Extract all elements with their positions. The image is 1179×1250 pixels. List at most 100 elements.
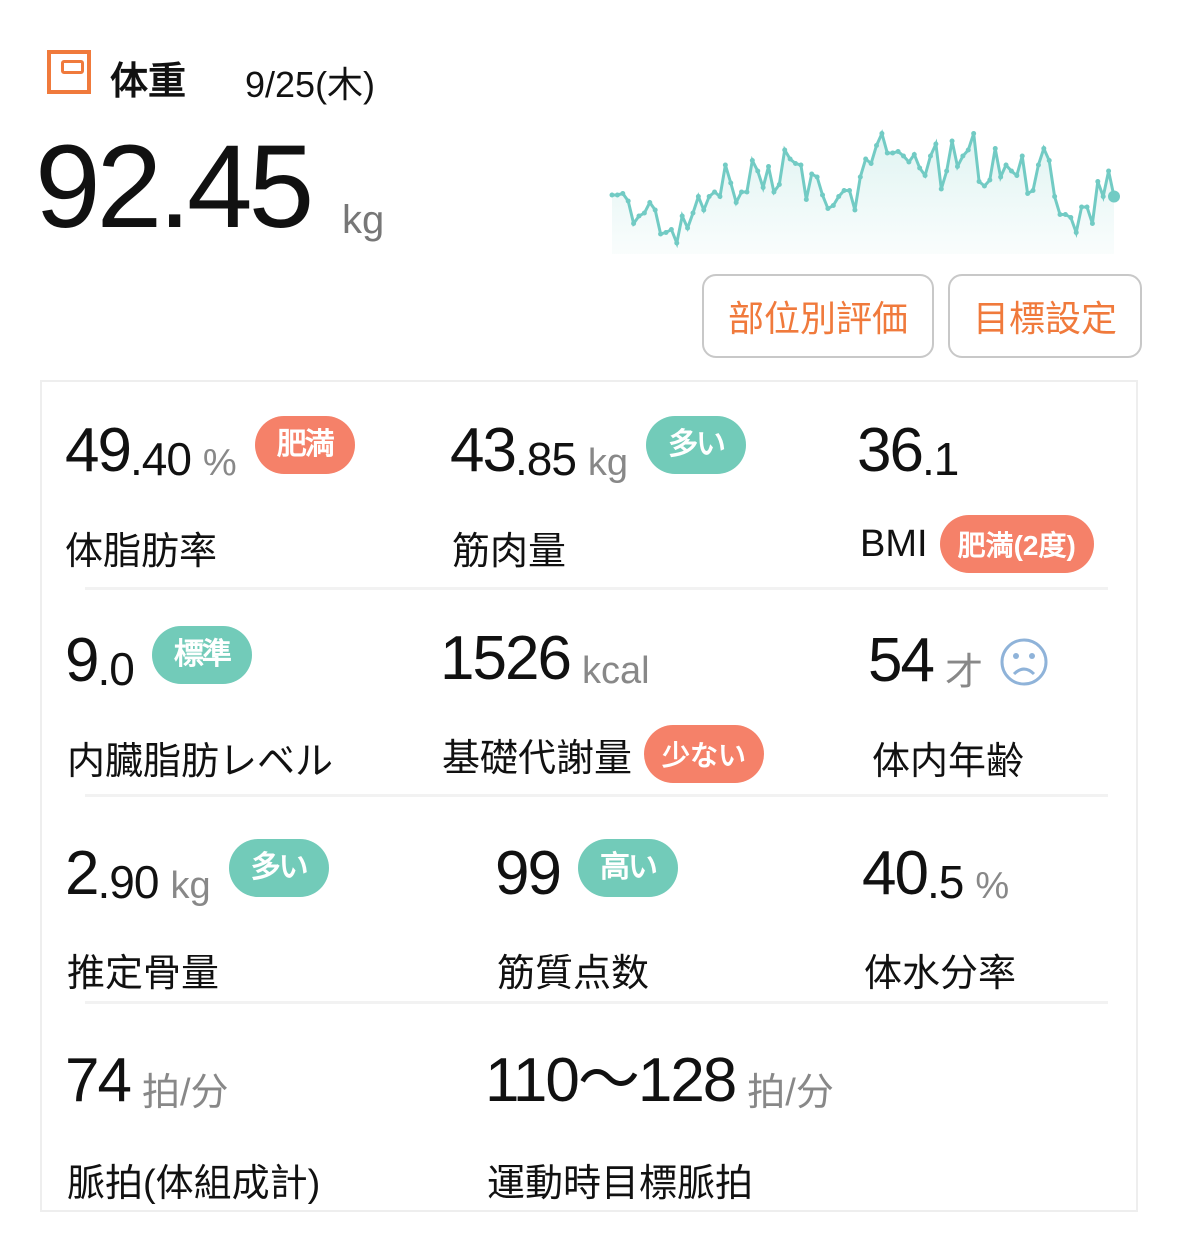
sparkline-point bbox=[841, 188, 847, 193]
sparkline-point bbox=[771, 189, 777, 195]
sparkline-point bbox=[1073, 230, 1079, 235]
value-unit: % bbox=[202, 442, 237, 484]
sparkline-point bbox=[954, 164, 960, 169]
sparkline-point bbox=[712, 189, 718, 195]
label-text: 体脂肪率 bbox=[65, 531, 218, 573]
metrics-card bbox=[40, 380, 1138, 1212]
value-integer: 99 bbox=[495, 839, 562, 908]
label-text: 基礎代謝量 bbox=[442, 737, 633, 780]
sparkline-point bbox=[1108, 190, 1120, 203]
value-unit: 拍/分 bbox=[141, 1072, 229, 1114]
body-water-value: 40.5% bbox=[862, 839, 1009, 908]
sparkline-point bbox=[1089, 221, 1095, 226]
sparkline-point bbox=[852, 207, 858, 213]
part-evaluation-button[interactable]: 部位別評価 bbox=[702, 274, 934, 358]
sparkline-point bbox=[733, 200, 739, 205]
sparkline-point bbox=[690, 210, 696, 216]
scale-icon bbox=[47, 50, 91, 94]
sparkline-point bbox=[760, 185, 766, 190]
sparkline-point bbox=[884, 150, 890, 156]
sparkline-point bbox=[981, 183, 987, 189]
sparkline-point bbox=[965, 147, 971, 153]
value-integer: 49 bbox=[65, 416, 132, 485]
status-badge: 肥満 bbox=[254, 416, 355, 474]
muscle-quality-label: 筋質点数 bbox=[497, 942, 649, 997]
sparkline-point bbox=[663, 230, 669, 235]
sparkline-point bbox=[949, 138, 955, 144]
value-integer: 36 bbox=[857, 416, 924, 485]
sparkline-point bbox=[922, 173, 928, 178]
sparkline-point bbox=[739, 189, 745, 195]
sparkline-line bbox=[612, 129, 1116, 249]
sparkline-point bbox=[917, 165, 923, 171]
sparkline-point bbox=[717, 194, 723, 199]
sparkline-point bbox=[1079, 204, 1085, 210]
sparkline-point bbox=[1052, 194, 1058, 199]
sparkline-point bbox=[631, 221, 637, 226]
value-integer: 43 bbox=[450, 416, 517, 485]
label-text: 推定骨量 bbox=[67, 953, 220, 995]
sparkline-point bbox=[830, 203, 836, 208]
sparkline-point bbox=[609, 192, 615, 198]
body-water-label: 体水分率 bbox=[864, 942, 1016, 997]
sparkline-point bbox=[798, 162, 804, 168]
sparkline-point bbox=[620, 191, 626, 196]
sparkline-point bbox=[971, 131, 977, 136]
sparkline-point bbox=[836, 194, 842, 199]
sparkline-point bbox=[847, 188, 853, 193]
sparkline-point bbox=[820, 192, 826, 198]
sparkline-point bbox=[900, 153, 906, 159]
value-decimal: .5 bbox=[926, 856, 964, 908]
value-integer: 9 bbox=[65, 626, 100, 695]
visceral-fat-label: 内臓脂肪レベル bbox=[67, 730, 333, 785]
sparkline-point bbox=[803, 197, 809, 202]
sparkline-point bbox=[933, 141, 939, 147]
sparkline-point bbox=[728, 180, 734, 186]
weight-sparkline[interactable] bbox=[608, 118, 1128, 254]
value-unit: 拍/分 bbox=[747, 1072, 834, 1114]
status-badge: 少ない bbox=[644, 725, 765, 783]
value-unit: kg bbox=[170, 865, 211, 907]
date[interactable]: 9/25(木) bbox=[245, 64, 376, 105]
weight-unit: kg bbox=[342, 198, 385, 242]
sparkline-point bbox=[825, 206, 831, 211]
bmi-value: 36.1 bbox=[857, 416, 959, 485]
sparkline-point bbox=[857, 174, 863, 180]
value-decimal: .1 bbox=[921, 433, 959, 485]
weight-value: 92.45 bbox=[35, 121, 314, 253]
muscle-quality-value: 99 高い bbox=[495, 839, 678, 908]
sparkline-point bbox=[658, 231, 664, 237]
sparkline-point bbox=[1046, 158, 1052, 163]
label-text: 筋肉量 bbox=[452, 531, 567, 573]
muscle-mass-value: 43.85 kg 多い bbox=[450, 416, 747, 485]
value-integer: 1526 bbox=[440, 624, 572, 693]
sparkline-point bbox=[652, 207, 658, 213]
body-fat-value: 49.40% 肥満 bbox=[65, 416, 355, 485]
sparkline-point bbox=[895, 149, 901, 154]
value-integer: 54 bbox=[868, 626, 935, 695]
label-text: 運動時目標脈拍 bbox=[487, 1163, 754, 1205]
sparkline-point bbox=[890, 150, 896, 156]
sparkline-point bbox=[641, 210, 647, 216]
sparkline-point bbox=[1041, 146, 1047, 151]
value-unit: kg bbox=[587, 442, 629, 484]
sparkline-point bbox=[695, 194, 701, 199]
status-badge: 多い bbox=[228, 839, 329, 897]
sparkline-point bbox=[1030, 188, 1036, 193]
sparkline-point bbox=[749, 158, 755, 163]
basal-metabolism-value: 1526 kcal bbox=[440, 624, 650, 693]
label-text: 脈拍(体組成計) bbox=[67, 1163, 321, 1205]
value-decimal: .0 bbox=[97, 643, 134, 695]
value-integer: 40 bbox=[862, 839, 929, 908]
sparkline-point bbox=[987, 177, 993, 183]
target-pulse-label: 運動時目標脈拍 bbox=[487, 1152, 753, 1207]
body-age-label: 体内年齢 bbox=[872, 730, 1024, 785]
sparkline-point bbox=[647, 200, 653, 205]
divider bbox=[85, 1001, 1108, 1004]
sparkline-point bbox=[1035, 162, 1041, 168]
sparkline-point bbox=[706, 194, 712, 199]
sparkline-point bbox=[636, 213, 642, 219]
goal-setting-button[interactable]: 目標設定 bbox=[948, 274, 1142, 358]
sparkline-point bbox=[1095, 179, 1101, 184]
sparkline-point bbox=[879, 131, 885, 136]
